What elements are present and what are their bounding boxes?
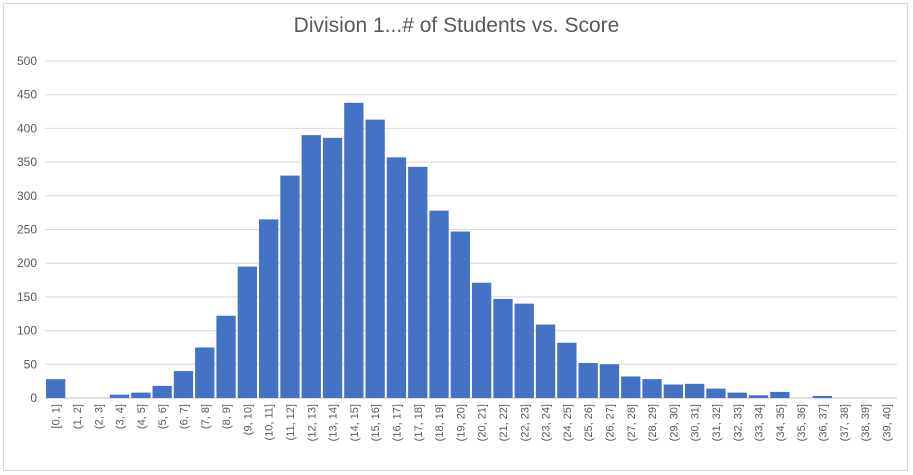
- x-tick-label: (34, 35]: [775, 404, 787, 441]
- bar: [131, 392, 151, 398]
- bar: [472, 282, 492, 398]
- x-tick-label: (36, 37]: [817, 404, 829, 441]
- bar: [557, 342, 577, 398]
- bar: [301, 135, 321, 398]
- bar: [195, 347, 215, 398]
- x-tick-label: (25, 26]: [583, 404, 595, 441]
- x-tick-label: (32, 33]: [732, 404, 744, 441]
- x-tick-label: (24, 25]: [562, 404, 574, 441]
- x-tick-label: (15, 16]: [370, 404, 382, 441]
- bar: [365, 119, 385, 398]
- x-tick-label: (19, 20]: [455, 404, 467, 441]
- y-tick-label: 100: [17, 324, 37, 338]
- x-tick-label: (16, 17]: [391, 404, 403, 441]
- bar: [280, 175, 300, 398]
- x-tick-label: (17, 18]: [413, 404, 425, 441]
- x-tick-label: (22, 23]: [519, 404, 531, 441]
- bar: [748, 395, 769, 398]
- x-tick-label: (28, 29]: [647, 404, 659, 441]
- x-tick-label: (33, 34]: [754, 404, 766, 441]
- bar: [493, 298, 513, 398]
- x-tick-label: (8, 9]: [221, 404, 233, 429]
- bar: [152, 385, 172, 398]
- x-tick-label: [0, 1]: [51, 404, 63, 428]
- bar: [727, 392, 747, 398]
- y-tick-label: 450: [17, 88, 37, 102]
- bar: [429, 210, 449, 398]
- bar: [706, 388, 726, 398]
- x-tick-label: (7, 8]: [200, 404, 212, 429]
- bar: [535, 324, 556, 398]
- y-tick-label: 250: [17, 223, 37, 237]
- y-tick-label: 0: [30, 391, 37, 405]
- x-tick-label: (35, 36]: [796, 404, 808, 441]
- x-tick-label: (12, 13]: [306, 404, 318, 441]
- x-tick-label: (2, 3]: [93, 404, 105, 429]
- y-tick-label: 300: [17, 189, 37, 203]
- bar: [599, 364, 620, 398]
- x-tick-label: (30, 31]: [690, 404, 702, 441]
- bar: [450, 231, 470, 398]
- bar: [46, 379, 66, 398]
- x-tick-label: (3, 4]: [115, 404, 127, 429]
- x-tick-label: (4, 5]: [136, 404, 148, 429]
- x-tick-label: (26, 27]: [604, 404, 616, 441]
- x-tick-label: (38, 39]: [860, 404, 872, 441]
- bar: [216, 315, 236, 398]
- bar: [514, 303, 534, 398]
- x-tick-label: (10, 11]: [264, 404, 276, 441]
- bar: [322, 137, 343, 398]
- bar: [642, 379, 662, 398]
- x-tick-label: (23, 24]: [541, 404, 553, 441]
- bar: [770, 391, 790, 398]
- x-tick-label: (37, 38]: [839, 404, 851, 441]
- x-tick-label: (6, 7]: [178, 404, 190, 429]
- bar: [578, 362, 598, 398]
- x-tick-label: (1, 2]: [72, 404, 84, 429]
- bar: [685, 383, 705, 398]
- x-tick-label: (18, 19]: [434, 404, 446, 441]
- bar: [344, 102, 364, 399]
- x-tick-label: (21, 22]: [498, 404, 510, 441]
- x-tick-label: (11, 12]: [285, 404, 297, 441]
- y-tick-label: 350: [17, 155, 37, 169]
- y-tick-label: 200: [17, 256, 37, 270]
- bar: [109, 394, 130, 398]
- y-tick-label: 500: [17, 54, 37, 68]
- y-tick-label: 400: [17, 121, 37, 135]
- bar: [237, 266, 257, 398]
- bar: [173, 371, 194, 398]
- x-tick-label: (5, 6]: [157, 404, 169, 429]
- x-tick-label: (27, 28]: [626, 404, 638, 441]
- x-tick-label: (31, 32]: [711, 404, 723, 441]
- bar: [812, 395, 833, 398]
- x-tick-label: (20, 21]: [477, 404, 489, 441]
- x-tick-label: (14, 15]: [349, 404, 361, 441]
- bar: [259, 219, 279, 398]
- x-tick-label: (13, 14]: [328, 404, 340, 441]
- x-tick-label: (39, 40]: [881, 404, 893, 441]
- chart-title: Division 1...# of Students vs. Score: [293, 14, 620, 37]
- y-tick-label: 50: [24, 357, 38, 371]
- bar: [621, 376, 641, 398]
- bar: [408, 166, 428, 398]
- x-tick-label: (29, 30]: [668, 404, 680, 441]
- bar: [663, 384, 683, 398]
- bar: [386, 157, 407, 398]
- x-tick-label: (9, 10]: [242, 404, 254, 435]
- y-tick-label: 150: [17, 290, 37, 304]
